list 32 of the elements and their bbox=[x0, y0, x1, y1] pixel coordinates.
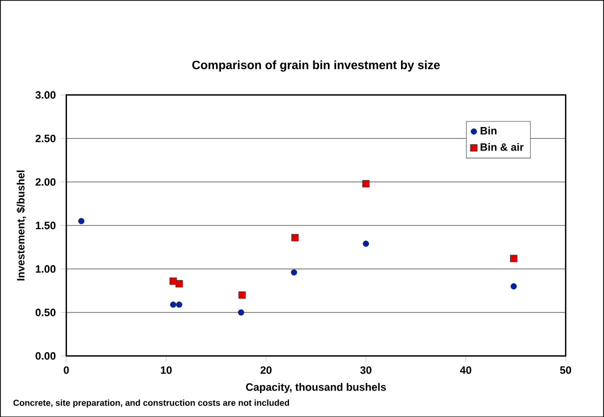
y-tick-label: 2.00 bbox=[36, 178, 56, 186]
x-tick-label: 50 bbox=[560, 366, 572, 374]
point bbox=[78, 218, 84, 224]
y-axis-title: Investement, $/bushel bbox=[16, 170, 26, 280]
point bbox=[290, 269, 298, 276]
y-tick-label: 2.50 bbox=[36, 134, 56, 142]
y-tick-label: 3.00 bbox=[35, 91, 56, 99]
y-tick-label: 1.50 bbox=[36, 222, 56, 230]
point bbox=[238, 309, 244, 316]
chart-title: Comparison of grain bin investment by size bbox=[192, 60, 440, 72]
x-axis-title: Capacity, thousand bushels bbox=[246, 382, 386, 393]
point bbox=[362, 180, 370, 188]
legend-label: Bin & air bbox=[480, 142, 524, 151]
point bbox=[238, 291, 246, 299]
x-tick-label: 40 bbox=[460, 366, 472, 374]
x-tick-label: 20 bbox=[260, 366, 272, 374]
y-tick-label: 1.00 bbox=[36, 265, 56, 273]
point bbox=[170, 277, 177, 285]
x-tick-label: 0 bbox=[64, 366, 69, 374]
y-tick-label: 0.00 bbox=[36, 352, 56, 360]
y-tick-label: 0.50 bbox=[36, 308, 56, 316]
legend-label: Bin bbox=[480, 126, 496, 134]
text: Concrete, site preparation, and construction costs are not included bbox=[13, 399, 290, 408]
point bbox=[170, 301, 176, 308]
point bbox=[362, 240, 370, 247]
x-tick-label: 30 bbox=[360, 366, 372, 374]
point bbox=[176, 301, 182, 308]
point bbox=[510, 254, 518, 262]
point bbox=[510, 283, 517, 290]
point bbox=[291, 234, 299, 242]
point bbox=[176, 280, 183, 288]
x-tick-label: 10 bbox=[160, 366, 172, 374]
